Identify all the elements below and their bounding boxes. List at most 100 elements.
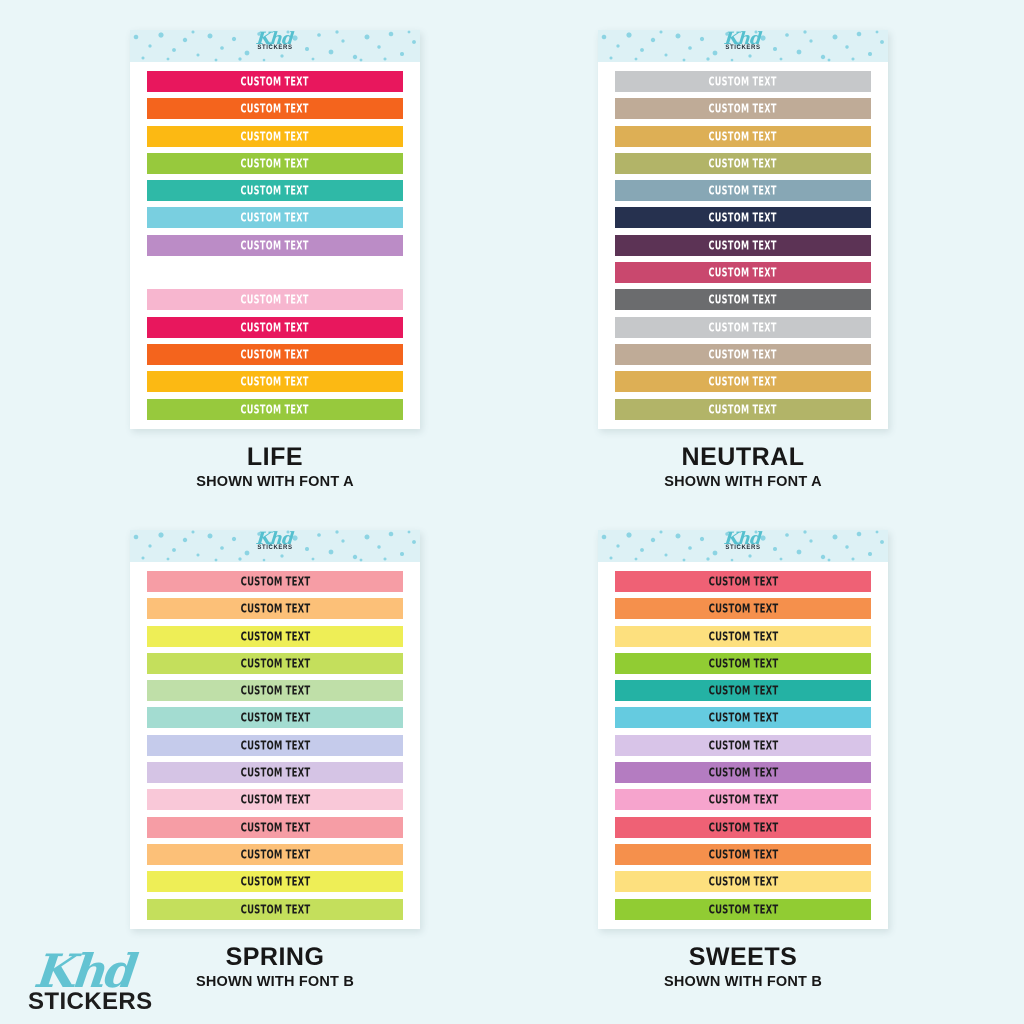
sticker-row[interactable]: CUSTOM TEXT	[615, 398, 871, 420]
sticker-row-label: CUSTOM TEXT	[240, 573, 310, 590]
logo-subtext: STICKERS	[28, 988, 153, 1015]
sticker-row[interactable]: CUSTOM TEXT	[147, 71, 403, 92]
sticker-row-label: CUSTOM TEXT	[240, 319, 310, 335]
sticker-row[interactable]: CUSTOM TEXT	[615, 816, 871, 838]
sticker-row[interactable]: CUSTOM TEXT	[147, 762, 403, 784]
sticker-row-label: CUSTOM TEXT	[240, 846, 310, 863]
sticker-row-label: CUSTOM TEXT	[708, 401, 778, 417]
sticker-row[interactable]: CUSTOM TEXT	[615, 262, 871, 284]
sticker-row-label: CUSTOM TEXT	[708, 792, 778, 808]
sticker-row[interactable]: CUSTOM TEXT	[147, 898, 403, 920]
sticker-row-label: CUSTOM TEXT	[240, 792, 310, 808]
sticker-row[interactable]: CUSTOM TEXT	[615, 125, 871, 147]
sticker-row[interactable]: CUSTOM TEXT	[615, 152, 871, 174]
sticker-row[interactable]: CUSTOM TEXT	[147, 207, 403, 229]
sticker-row[interactable]: CUSTOM TEXT	[615, 898, 871, 920]
sticker-row[interactable]: CUSTOM TEXT	[615, 98, 871, 120]
sticker-row[interactable]: CUSTOM TEXT	[147, 652, 403, 674]
sticker-row[interactable]: CUSTOM TEXT	[615, 762, 871, 784]
sticker-sheet-sweets[interactable]: Khd STICKERS CUSTOM TEXT CUSTOM TEXT CUSTO…	[598, 530, 888, 929]
sticker-rows-neutral: CUSTOM TEXT CUSTOM TEXT CUSTOM TEXT CUSTOM …	[598, 62, 888, 420]
sticker-row[interactable]: CUSTOM TEXT	[147, 734, 403, 756]
sticker-row-label: CUSTOM TEXT	[240, 183, 310, 199]
sticker-row-label: CUSTOM TEXT	[708, 265, 778, 280]
sticker-row-label: CUSTOM TEXT	[708, 601, 778, 617]
palette-block-spring: Khd STICKERS CUSTOM TEXT CUSTOM TEXT CUSTO…	[130, 530, 420, 990]
sticker-row[interactable]: CUSTOM TEXT	[147, 843, 403, 865]
sticker-row-label: CUSTOM TEXT	[708, 101, 778, 117]
sticker-row-label: CUSTOM TEXT	[708, 765, 778, 781]
sticker-row[interactable]: CUSTOM TEXT	[147, 262, 403, 283]
sticker-row[interactable]: CUSTOM TEXT	[147, 789, 403, 811]
sticker-row[interactable]: CUSTOM TEXT	[615, 207, 871, 229]
sticker-row[interactable]: CUSTOM TEXT	[147, 343, 403, 365]
sticker-row-label: CUSTOM TEXT	[708, 292, 778, 308]
sticker-row[interactable]: CUSTOM TEXT	[615, 234, 871, 256]
sticker-sheet-spring[interactable]: Khd STICKERS CUSTOM TEXT CUSTOM TEXT CUSTO…	[130, 530, 420, 929]
sticker-row[interactable]: CUSTOM TEXT	[615, 180, 871, 202]
sticker-row[interactable]: CUSTOM TEXT	[615, 707, 871, 729]
sticker-row[interactable]: CUSTOM TEXT	[615, 680, 871, 702]
sticker-row[interactable]: CUSTOM TEXT	[615, 625, 871, 647]
sticker-row[interactable]: CUSTOM TEXT	[147, 152, 403, 174]
sticker-row[interactable]: CUSTOM TEXT	[147, 234, 403, 256]
sticker-row-label: CUSTOM TEXT	[240, 292, 310, 308]
sticker-row[interactable]: CUSTOM TEXT	[147, 398, 403, 420]
sticker-row-label: CUSTOM TEXT	[708, 655, 778, 671]
sticker-sheet-neutral[interactable]: Khd STICKERS CUSTOM TEXT CUSTOM TEXT CUSTO…	[598, 30, 888, 429]
washi-header-strip: Khd STICKERS	[598, 30, 888, 62]
sticker-row[interactable]: CUSTOM TEXT	[147, 871, 403, 893]
palette-block-life: Khd STICKERS CUSTOM TEXT CUSTOM TEXT CUSTO…	[130, 30, 420, 490]
sticker-sheet-life[interactable]: Khd STICKERS CUSTOM TEXT CUSTOM TEXT CUSTO…	[130, 30, 420, 429]
sticker-row[interactable]: CUSTOM TEXT	[147, 371, 403, 393]
sticker-row[interactable]: CUSTOM TEXT	[615, 289, 871, 311]
logo-script-text: Khd	[34, 944, 139, 999]
washi-header-strip: Khd STICKERS	[130, 530, 420, 562]
washi-header-strip: Khd STICKERS	[598, 530, 888, 562]
palette-subtitle: SHOWN WITH FONT B	[195, 973, 355, 990]
khd-stickers-logo: Khd STICKERS	[28, 944, 163, 1016]
sticker-row-label: CUSTOM TEXT	[708, 819, 778, 835]
dot-pattern-icon	[601, 30, 884, 62]
sticker-row-label: CUSTOM TEXT	[708, 874, 778, 890]
sticker-row-label: CUSTOM TEXT	[240, 901, 310, 917]
sticker-row[interactable]: CUSTOM TEXT	[615, 598, 871, 620]
sticker-row-label: CUSTOM TEXT	[708, 155, 778, 171]
sticker-row[interactable]: CUSTOM TEXT	[147, 598, 403, 620]
palette-title: LIFE	[246, 442, 304, 471]
sticker-row[interactable]: CUSTOM TEXT	[147, 289, 403, 311]
sticker-row[interactable]: CUSTOM TEXT	[147, 316, 403, 338]
sticker-row[interactable]: CUSTOM TEXT	[147, 98, 403, 120]
sticker-row[interactable]: CUSTOM TEXT	[615, 343, 871, 365]
sticker-row[interactable]: CUSTOM TEXT	[147, 180, 403, 202]
sticker-row[interactable]: CUSTOM TEXT	[615, 316, 871, 338]
sticker-row[interactable]: CUSTOM TEXT	[615, 734, 871, 756]
sticker-row[interactable]: CUSTOM TEXT	[147, 125, 403, 147]
sticker-row[interactable]: CUSTOM TEXT	[615, 652, 871, 674]
sticker-row[interactable]: CUSTOM TEXT	[615, 71, 871, 92]
sticker-row-label: CUSTOM TEXT	[708, 319, 778, 335]
sticker-row-label: CUSTOM TEXT	[240, 374, 310, 390]
sticker-row[interactable]: CUSTOM TEXT	[615, 571, 871, 592]
sticker-row[interactable]: CUSTOM TEXT	[147, 571, 403, 592]
sticker-row-label: CUSTOM TEXT	[708, 683, 778, 699]
sticker-row-label: CUSTOM TEXT	[240, 655, 310, 671]
sticker-row-label: CUSTOM TEXT	[240, 128, 310, 144]
sticker-row-label: CUSTOM TEXT	[240, 683, 310, 699]
palette-title: NEUTRAL	[681, 442, 805, 471]
sticker-row[interactable]: CUSTOM TEXT	[615, 871, 871, 893]
sticker-row[interactable]: CUSTOM TEXT	[615, 371, 871, 393]
sticker-row-label: CUSTOM TEXT	[240, 347, 310, 362]
sticker-row[interactable]: CUSTOM TEXT	[615, 843, 871, 865]
palette-block-sweets: Khd STICKERS CUSTOM TEXT CUSTOM TEXT CUSTO…	[598, 530, 888, 990]
sticker-row-label: CUSTOM TEXT	[708, 573, 778, 590]
sticker-row-label: CUSTOM TEXT	[708, 347, 778, 362]
sticker-row-label: CUSTOM TEXT	[708, 74, 778, 89]
sticker-row[interactable]: CUSTOM TEXT	[147, 680, 403, 702]
sticker-row[interactable]: CUSTOM TEXT	[615, 789, 871, 811]
sticker-row[interactable]: CUSTOM TEXT	[147, 625, 403, 647]
sticker-row[interactable]: CUSTOM TEXT	[147, 707, 403, 729]
sticker-row-label: CUSTOM TEXT	[240, 74, 310, 89]
sticker-row[interactable]: CUSTOM TEXT	[147, 816, 403, 838]
